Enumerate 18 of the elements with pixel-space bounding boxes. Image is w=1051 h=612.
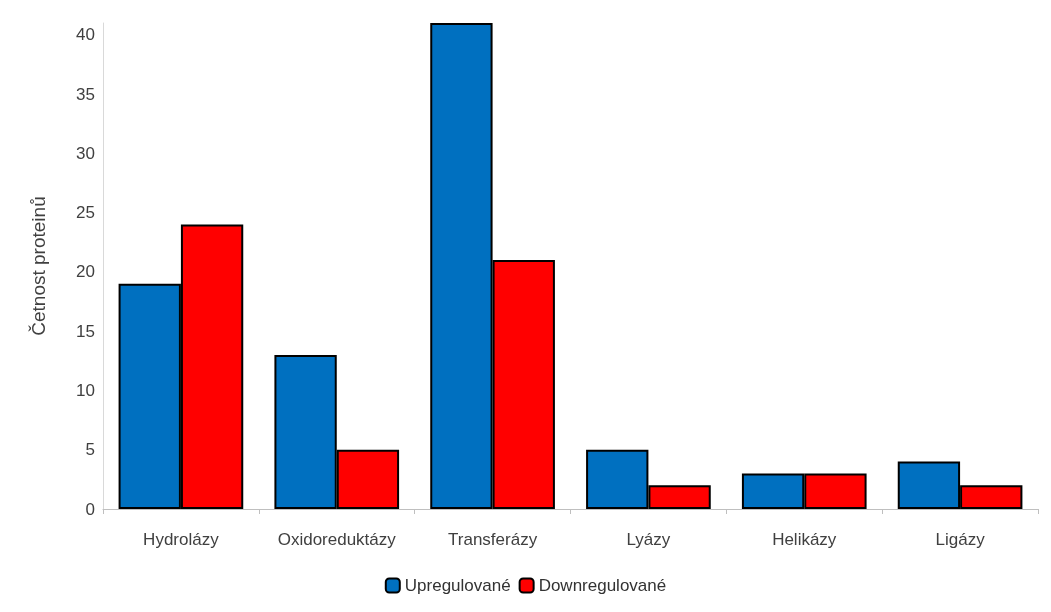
x-tick-label: Ligázy bbox=[935, 530, 986, 549]
y-axis-title: Četnost proteinů bbox=[28, 196, 49, 336]
x-tick-label: Hydrolázy bbox=[143, 530, 220, 549]
y-tick-label: 35 bbox=[76, 84, 95, 104]
x-tick-label: Oxidoreduktázy bbox=[277, 530, 397, 549]
x-tick-label: Helikázy bbox=[772, 530, 837, 549]
legend-label: Upregulované bbox=[404, 576, 511, 595]
y-tick-label: 30 bbox=[76, 143, 95, 163]
y-tick-label: 5 bbox=[85, 440, 95, 460]
x-tick-label: Lyázy bbox=[626, 530, 671, 549]
x-tick-label: Transferázy bbox=[448, 530, 538, 549]
y-tick-label: 40 bbox=[76, 25, 95, 45]
y-tick-label: 10 bbox=[76, 380, 95, 400]
y-tick-label: 15 bbox=[76, 321, 95, 341]
y-tick-label: 20 bbox=[76, 262, 95, 282]
legend-label: Downregulované bbox=[538, 576, 667, 595]
y-tick-label: 25 bbox=[76, 203, 95, 223]
y-tick-label: 0 bbox=[85, 499, 95, 519]
